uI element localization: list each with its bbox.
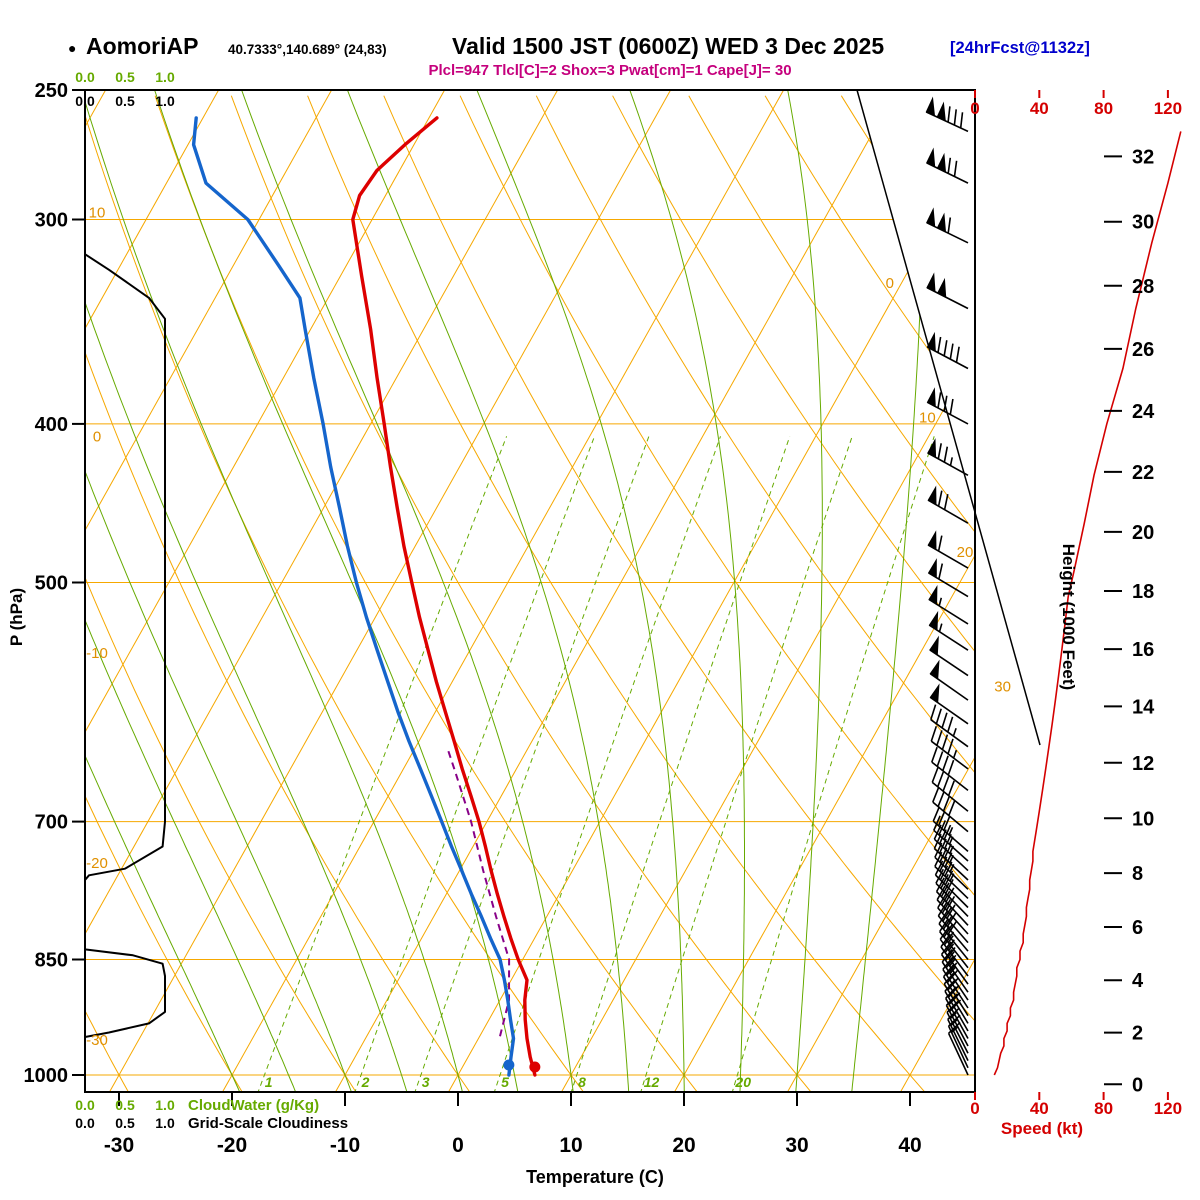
svg-text:1.0: 1.0 (155, 69, 175, 85)
dewpoint-curve (191, 116, 516, 1077)
svg-text:10: 10 (89, 204, 106, 221)
svg-text:1: 1 (265, 1074, 273, 1090)
svg-text:Temperature (C): Temperature (C) (526, 1167, 664, 1187)
svg-text:0.5: 0.5 (115, 1097, 135, 1113)
svg-text:14: 14 (1132, 696, 1155, 718)
svg-text:-10: -10 (330, 1134, 360, 1157)
svg-text:20: 20 (957, 544, 974, 561)
svg-text:26: 26 (1132, 339, 1154, 361)
svg-text:120: 120 (1154, 99, 1182, 118)
svg-text:-20: -20 (86, 855, 108, 872)
svg-text:0.5: 0.5 (115, 1115, 135, 1131)
svg-text:4: 4 (1132, 970, 1144, 992)
svg-text:3: 3 (422, 1074, 430, 1090)
station-name: AomoriAP (86, 33, 199, 59)
svg-text:0: 0 (886, 275, 894, 292)
svg-text:12: 12 (1132, 753, 1154, 775)
svg-text:8: 8 (578, 1074, 586, 1090)
wind-barbs (925, 96, 969, 1076)
svg-text:5: 5 (501, 1074, 509, 1090)
svg-text:Grid-Scale Cloudiness: Grid-Scale Cloudiness (188, 1115, 348, 1132)
station-bullet-icon: ● (68, 40, 77, 56)
svg-text:Height (1000 Feet): Height (1000 Feet) (1059, 544, 1078, 690)
wind-speed-curve (993, 131, 1182, 1076)
svg-text:16: 16 (1132, 639, 1154, 661)
svg-text:40: 40 (1030, 1099, 1049, 1118)
forecast-tag: [24hrFcst@1132z] (950, 39, 1090, 57)
svg-text:18: 18 (1132, 581, 1154, 603)
svg-text:120: 120 (1154, 1099, 1182, 1118)
svg-text:400: 400 (35, 414, 68, 436)
surface-dewpoint-dot (503, 1059, 515, 1071)
svg-text:-30: -30 (86, 1032, 108, 1049)
svg-text:700: 700 (35, 812, 68, 834)
svg-text:0: 0 (970, 99, 979, 118)
svg-text:8: 8 (1132, 863, 1143, 885)
svg-text:1.0: 1.0 (155, 1097, 175, 1113)
svg-text:1000: 1000 (24, 1065, 69, 1087)
svg-text:24: 24 (1132, 401, 1155, 423)
svg-text:32: 32 (1132, 146, 1154, 168)
background-grid (85, 90, 975, 1092)
svg-text:0.0: 0.0 (75, 69, 95, 85)
station-coordinates: 40.7333°,140.689° (24,83) (228, 42, 387, 57)
svg-text:2: 2 (1132, 1023, 1143, 1045)
svg-text:CloudWater (g/Kg): CloudWater (g/Kg) (188, 1097, 319, 1114)
svg-text:300: 300 (35, 210, 68, 232)
svg-text:30: 30 (994, 679, 1011, 696)
svg-text:1.0: 1.0 (155, 1115, 175, 1131)
svg-text:2: 2 (361, 1074, 370, 1090)
svg-text:0: 0 (970, 1099, 979, 1118)
svg-text:40: 40 (898, 1134, 921, 1157)
cloud-fraction-curve (85, 90, 166, 1092)
svg-text:850: 850 (35, 949, 68, 971)
svg-text:30: 30 (785, 1134, 808, 1157)
svg-text:20: 20 (672, 1134, 695, 1157)
temperature-curve (351, 116, 537, 1077)
svg-text:250: 250 (35, 80, 68, 102)
sounding-profiles (85, 90, 537, 1092)
svg-text:12: 12 (644, 1074, 660, 1090)
svg-text:0: 0 (452, 1134, 464, 1157)
stability-parameters: Plcl=947 Tlcl[C]=2 Shox=3 Pwat[cm]=1 Cap… (428, 62, 792, 79)
svg-text:0.5: 0.5 (115, 93, 135, 109)
svg-text:-10: -10 (86, 645, 108, 662)
moist-adiabats-and-mixing-lines (85, 90, 935, 1092)
svg-text:22: 22 (1132, 462, 1154, 484)
svg-text:0.0: 0.0 (75, 1097, 95, 1113)
svg-text:1.0: 1.0 (155, 93, 175, 109)
svg-text:0.0: 0.0 (75, 93, 95, 109)
domain-boundary-line (856, 89, 1041, 746)
parcel-path (447, 750, 511, 1037)
svg-text:10: 10 (559, 1134, 582, 1157)
svg-text:10: 10 (919, 409, 936, 426)
svg-text:20: 20 (734, 1074, 751, 1090)
svg-text:40: 40 (1030, 99, 1049, 118)
svg-text:500: 500 (35, 572, 68, 594)
svg-text:0.5: 0.5 (115, 69, 135, 85)
svg-text:80: 80 (1094, 1099, 1113, 1118)
svg-text:0: 0 (93, 428, 101, 445)
svg-text:P (hPa): P (hPa) (7, 588, 26, 646)
svg-text:30: 30 (1132, 212, 1154, 234)
svg-text:Speed (kt): Speed (kt) (1001, 1119, 1083, 1138)
svg-text:0.0: 0.0 (75, 1115, 95, 1131)
svg-text:28: 28 (1132, 276, 1154, 298)
svg-text:20: 20 (1132, 522, 1154, 544)
svg-text:0: 0 (1132, 1074, 1143, 1096)
valid-time: Valid 1500 JST (0600Z) WED 3 Dec 2025 (452, 33, 885, 59)
svg-text:6: 6 (1132, 917, 1143, 939)
svg-text:80: 80 (1094, 99, 1113, 118)
svg-text:10: 10 (1132, 808, 1154, 830)
svg-text:-30: -30 (104, 1134, 134, 1157)
surface-temperature-dot (529, 1061, 541, 1073)
svg-text:-20: -20 (217, 1134, 247, 1157)
